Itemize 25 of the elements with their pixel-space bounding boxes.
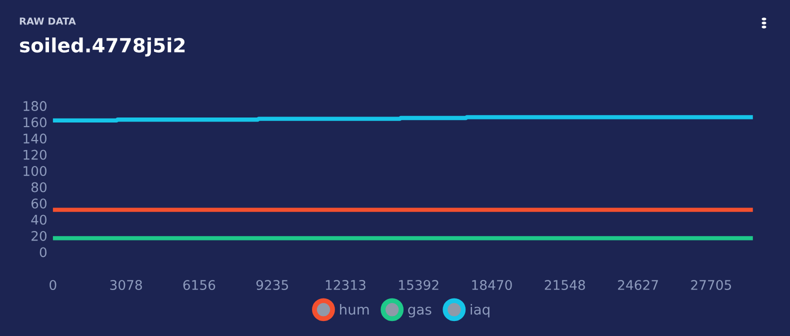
y-tick-label: 160 xyxy=(24,117,46,128)
x-tick-label: 0 xyxy=(50,280,56,290)
y-tick-label: 0 xyxy=(40,247,46,258)
x-tick-label: 21548 xyxy=(544,280,585,290)
legend-label: hum xyxy=(340,304,369,315)
x-tick-label: 24627 xyxy=(618,280,658,290)
y-tick-label: 40 xyxy=(31,214,46,225)
legend-label: gas xyxy=(408,306,432,318)
x-tick-label: 27705 xyxy=(691,280,732,290)
legend-label: iaq xyxy=(470,304,490,318)
y-tick-label: 140 xyxy=(24,134,46,144)
y-tick-label: 60 xyxy=(32,198,46,208)
x-tick-label: 12313 xyxy=(326,280,366,290)
x-tick-label: 6156 xyxy=(183,280,216,290)
y-tick-label: 80 xyxy=(31,182,46,192)
chart-subtitle: RAW DATA xyxy=(20,18,76,25)
y-tick-label: 120 xyxy=(24,150,46,160)
x-tick-label: 15392 xyxy=(399,280,438,290)
y-tick-label: 100 xyxy=(24,166,46,176)
y-tick-label: 180 xyxy=(24,101,46,112)
x-tick-label: 3078 xyxy=(110,280,142,290)
x-tick-label: 18470 xyxy=(472,280,512,290)
chart-title: soiled.4778j5i2 xyxy=(20,38,185,56)
x-tick-label: 9235 xyxy=(256,280,288,290)
y-tick-label: 20 xyxy=(32,230,46,241)
